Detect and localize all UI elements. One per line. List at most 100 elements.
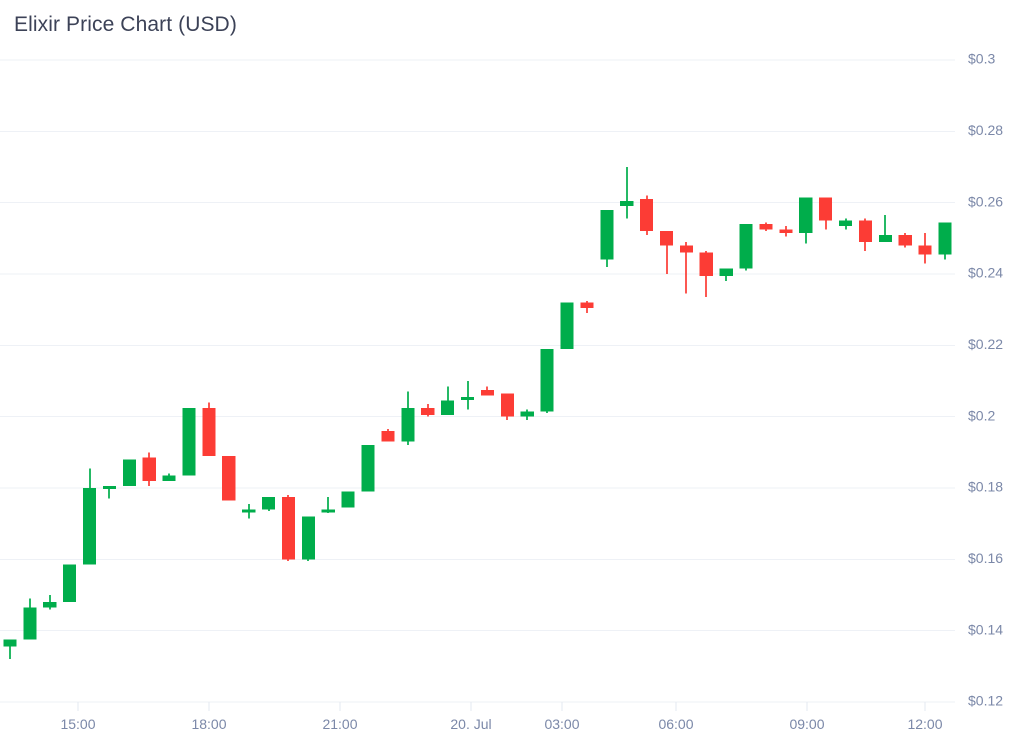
candle[interactable] bbox=[759, 222, 773, 232]
candle-body-down bbox=[659, 231, 674, 246]
candle[interactable] bbox=[182, 407, 196, 476]
candle[interactable] bbox=[679, 241, 693, 294]
y-axis-tick-label: $0.22 bbox=[968, 336, 1003, 352]
candle-body-up bbox=[401, 407, 415, 442]
candle[interactable] bbox=[82, 468, 97, 565]
candle-body-up bbox=[361, 445, 375, 492]
candle[interactable] bbox=[799, 197, 813, 244]
candle[interactable] bbox=[341, 491, 355, 508]
candle[interactable] bbox=[460, 381, 475, 410]
candle-body-down bbox=[202, 407, 216, 456]
x-axis-tick-label: 18:00 bbox=[191, 716, 226, 732]
candle-body-up bbox=[341, 491, 355, 508]
candle[interactable] bbox=[699, 250, 713, 298]
y-axis-tick-label: $0.18 bbox=[968, 479, 1003, 495]
x-axis-labels: 15:00 18:00 21:00 20. Jul 03:00 06:00 09:00 12:… bbox=[60, 716, 942, 732]
candle-body-up bbox=[799, 197, 813, 233]
candle-body-up bbox=[182, 407, 196, 476]
candle-body-up bbox=[839, 220, 853, 226]
candle[interactable] bbox=[580, 300, 594, 314]
candle[interactable] bbox=[640, 195, 654, 235]
y-axis-tick-label: $0.3 bbox=[968, 51, 995, 67]
candle[interactable] bbox=[361, 445, 375, 492]
candle[interactable] bbox=[560, 302, 574, 349]
x-axis-tick-label: 09:00 bbox=[789, 716, 824, 732]
candle-body-up bbox=[600, 209, 614, 260]
candle-body-down bbox=[421, 407, 435, 415]
candle-body-up bbox=[262, 496, 276, 510]
candle[interactable] bbox=[779, 225, 793, 237]
y-axis-tick-label: $0.16 bbox=[968, 550, 1003, 566]
candle-body-down bbox=[819, 197, 833, 221]
candle[interactable] bbox=[819, 197, 833, 230]
candle[interactable] bbox=[520, 409, 534, 421]
grid-lines bbox=[0, 59, 955, 703]
candle[interactable] bbox=[421, 404, 435, 417]
candle[interactable] bbox=[620, 167, 634, 219]
candle[interactable] bbox=[321, 496, 335, 513]
candle-body-up bbox=[242, 509, 256, 513]
candle[interactable] bbox=[63, 564, 77, 603]
candle-body-down bbox=[222, 455, 236, 501]
candle-body-up bbox=[460, 397, 475, 401]
candle-body-down bbox=[759, 224, 773, 230]
candle[interactable] bbox=[381, 429, 395, 442]
y-axis-labels: $0.12 $0.14 $0.16 $0.18 $0.2 $0.22 $0.24 $0.26 $… bbox=[968, 51, 1003, 709]
candle-series bbox=[3, 167, 952, 660]
candle[interactable] bbox=[858, 218, 873, 251]
candle[interactable] bbox=[301, 516, 315, 562]
candle-body-down bbox=[640, 199, 654, 232]
x-axis-tick-label: 06:00 bbox=[658, 716, 693, 732]
candle-body-up bbox=[540, 348, 554, 412]
candle[interactable] bbox=[500, 393, 514, 421]
candle[interactable] bbox=[441, 386, 455, 415]
candle[interactable] bbox=[3, 639, 17, 660]
x-axis-tick-label: 20. Jul bbox=[450, 716, 491, 732]
candle[interactable] bbox=[162, 473, 176, 481]
candle[interactable] bbox=[122, 459, 136, 487]
y-axis-tick-label: $0.12 bbox=[968, 693, 1003, 709]
x-axis-tick-label: 15:00 bbox=[60, 716, 95, 732]
candle[interactable] bbox=[401, 391, 415, 446]
candle[interactable] bbox=[281, 495, 296, 562]
candle[interactable] bbox=[918, 232, 932, 264]
y-axis-tick-label: $0.26 bbox=[968, 193, 1003, 209]
candle[interactable] bbox=[23, 598, 37, 640]
page-title: Elixir Price Chart (USD) bbox=[14, 13, 237, 36]
candle[interactable] bbox=[659, 231, 674, 274]
candle[interactable] bbox=[540, 348, 554, 414]
candle[interactable] bbox=[102, 486, 116, 499]
candle-body-down bbox=[699, 252, 713, 276]
candle[interactable] bbox=[242, 504, 256, 519]
candle[interactable] bbox=[878, 215, 892, 242]
candle-body-down bbox=[480, 389, 495, 396]
candle[interactable] bbox=[739, 224, 753, 271]
candle[interactable] bbox=[719, 268, 733, 282]
candle-body-down bbox=[381, 430, 395, 442]
candle[interactable] bbox=[202, 402, 216, 456]
candle-body-up bbox=[82, 488, 97, 565]
candle-body-up bbox=[878, 234, 892, 242]
candle[interactable] bbox=[898, 232, 912, 248]
candle[interactable] bbox=[43, 595, 57, 610]
candle-body-up bbox=[520, 411, 534, 417]
candle[interactable] bbox=[262, 496, 276, 512]
candle[interactable] bbox=[480, 386, 495, 396]
candle-body-down bbox=[918, 245, 932, 255]
candle-body-down bbox=[580, 302, 594, 308]
candle[interactable] bbox=[839, 218, 853, 230]
y-axis-tick-label: $0.14 bbox=[968, 621, 1003, 637]
x-axis-tick-label: 03:00 bbox=[544, 716, 579, 732]
candle[interactable] bbox=[142, 452, 156, 487]
x-axis-tick-label: 21:00 bbox=[322, 716, 357, 732]
candle-body-up bbox=[162, 475, 176, 481]
y-axis-tick-label: $0.24 bbox=[968, 265, 1003, 281]
candle-body-up bbox=[739, 224, 753, 269]
candle[interactable] bbox=[938, 222, 952, 260]
candle-body-up bbox=[301, 516, 315, 560]
candle[interactable] bbox=[222, 455, 236, 501]
candle-body-down bbox=[779, 229, 793, 233]
candle[interactable] bbox=[600, 209, 614, 267]
